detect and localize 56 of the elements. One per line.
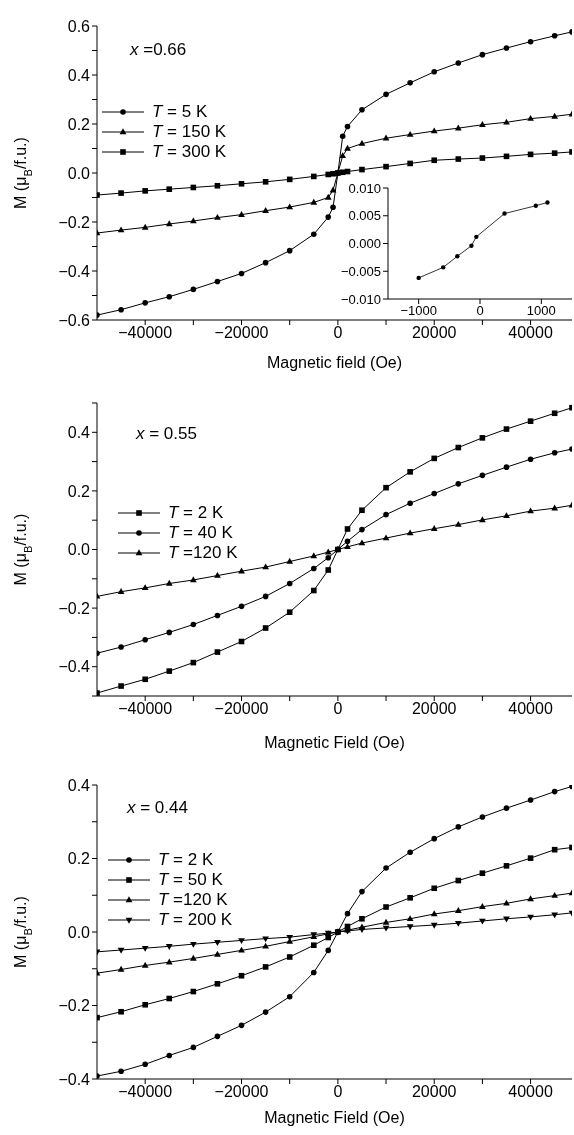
legend-label: T = 150 K — [152, 122, 227, 142]
x-tick-label: −40000 — [118, 1083, 173, 1101]
x-tick-label: −20000 — [214, 700, 269, 718]
x-tick-label: 40000 — [508, 324, 553, 342]
y-tick-label: 0.0 — [67, 541, 91, 559]
y-tick-label: 0.0 — [67, 923, 91, 941]
y-tick-label: −0.4 — [58, 1070, 91, 1088]
legend-label: T =120 K — [158, 890, 228, 910]
x-tick-label: −40000 — [118, 700, 173, 718]
x-tick-label: 40000 — [508, 700, 553, 718]
y-tick-label: 0.4 — [67, 776, 91, 794]
y-tick-label: −0.6 — [58, 311, 91, 329]
y-tick-label: 0.0 — [67, 164, 91, 182]
y-tick-label: 0.2 — [67, 482, 91, 500]
legend-label: T =120 K — [168, 543, 238, 563]
legend-label: T = 50 K — [158, 870, 223, 890]
y-tick-label: 0.2 — [67, 115, 91, 133]
y-tick-label: 0.005 — [348, 208, 381, 224]
x-tick-label: −20000 — [214, 1083, 269, 1101]
y-tick-label: −0.2 — [58, 997, 91, 1015]
annotation: x =0.66 — [130, 40, 187, 60]
x-tick-label: −20000 — [214, 324, 269, 342]
x-tick-label: −40000 — [118, 324, 173, 342]
x-tick-label: 40000 — [508, 1083, 553, 1101]
legend-label: T = 2 K — [158, 850, 214, 870]
x-axis-title: Magnetic Field (Oe) — [264, 734, 405, 751]
x-tick-label: 20000 — [411, 324, 457, 342]
y-tick-label: −0.4 — [58, 658, 91, 676]
x-tick-label: 20000 — [411, 1083, 457, 1101]
x-tick-label: 0 — [333, 324, 343, 342]
y-tick-label: 0.4 — [67, 66, 91, 84]
x-tick-label: 20000 — [411, 700, 457, 718]
x-axis-title: Magnetic Field (Oe) — [264, 1109, 405, 1126]
y-tick-label: 0.6 — [67, 17, 91, 35]
x-tick-label: 0 — [476, 303, 484, 319]
x-tick-label: −1000 — [400, 303, 437, 319]
y-tick-label: −0.005 — [340, 263, 381, 279]
legend-label: T = 200 K — [158, 910, 233, 930]
y-tick-label: 0.000 — [348, 236, 381, 252]
y-tick-label: −0.4 — [58, 262, 91, 280]
y-tick-label: −0.2 — [58, 599, 91, 617]
legend-label: T = 300 K — [152, 142, 227, 162]
y-tick-label: −0.2 — [58, 213, 91, 231]
x-tick-label: 0 — [333, 700, 343, 718]
legend-label: T = 5 K — [152, 102, 208, 122]
x-tick-label: 1000 — [526, 303, 556, 319]
y-tick-label: 0.010 — [348, 180, 381, 196]
y-tick-label: 0.2 — [67, 850, 91, 868]
y-tick-label: −0.010 — [340, 291, 381, 307]
y-tick-label: 0.4 — [67, 423, 91, 441]
annotation: x = 0.44 — [127, 798, 188, 818]
x-axis-title: Magnetic field (Oe) — [266, 354, 403, 371]
legend-label: T = 40 K — [168, 523, 233, 543]
annotation: x = 0.55 — [136, 424, 197, 444]
x-tick-label: 0 — [333, 1083, 343, 1101]
legend-label: T = 2 K — [168, 503, 224, 523]
